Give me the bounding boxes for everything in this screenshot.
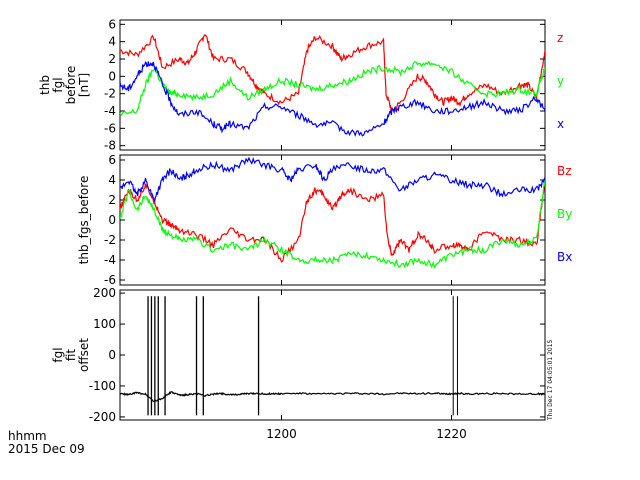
footer-time-unit: hhmm (8, 429, 47, 443)
panel-middle-yticks: 6 4 2 0 -2 -4 -6 (104, 153, 545, 287)
panel-middle-series (120, 156, 545, 269)
ytick-label-bottom-1: 100 (93, 317, 116, 331)
panel-bottom-frame (119, 289, 546, 421)
ytick-label-bottom-4: -200 (89, 410, 116, 424)
panel-bottom-yticks: 200 100 0 -100 -200 (89, 286, 545, 424)
panel-middle-ylabel: thb_fgs_before (77, 176, 91, 265)
ylabel-bottom-line-1: fit (64, 349, 78, 362)
legend-top-y: y (557, 74, 564, 88)
xtick-label-1: 1220 (436, 427, 467, 441)
footer-date: 2015 Dec 09 (8, 442, 85, 456)
series-middle-Bz (120, 179, 545, 263)
ytick-label-bottom-2: 0 (108, 348, 116, 362)
panel-bottom: fgl fit offset 200 100 0 -100 -200 (51, 286, 546, 424)
ytick-label-middle-1: 4 (108, 173, 116, 187)
legend-middle-Bz: Bz (557, 164, 572, 178)
ylabel-top-line-0: thb (38, 75, 52, 95)
panel-top-ylabel: thb fgl before [nT] (38, 66, 91, 105)
ytick-label-top-1: 4 (108, 35, 116, 49)
ylabel-top-line-3: [nT] (77, 73, 91, 97)
ylabel-bottom-line-2: offset (77, 338, 91, 372)
ytick-label-middle-0: 6 (108, 153, 116, 167)
ytick-label-middle-3: 0 (108, 213, 116, 227)
panel-bottom-series (120, 296, 545, 416)
ylabel-bottom-line-0: fgl (51, 347, 65, 362)
ytick-label-middle-6: -6 (104, 273, 116, 287)
ylabel-top-line-1: fgl (51, 77, 65, 92)
panel-top-legend: z y x (557, 31, 564, 131)
ytick-label-top-5: -4 (104, 104, 116, 118)
legend-top-z: z (557, 31, 563, 45)
legend-middle-By: By (557, 207, 572, 221)
legend-top-x: x (557, 117, 564, 131)
ytick-label-top-0: 6 (108, 17, 116, 31)
series-top-y (120, 60, 545, 117)
ytick-label-top-4: -2 (104, 87, 116, 101)
ytick-label-middle-2: 2 (108, 193, 116, 207)
series-middle-Bx (120, 156, 545, 203)
panel-top-series (120, 34, 545, 137)
x-axis: 1200 1220 (266, 20, 467, 441)
panel-top-frame (119, 19, 546, 151)
ytick-label-top-2: 2 (108, 52, 116, 66)
series-bottom-offset (120, 391, 545, 403)
series-middle-By (120, 179, 545, 269)
ytick-label-bottom-3: -100 (89, 379, 116, 393)
ytick-label-middle-4: -2 (104, 233, 116, 247)
panel-middle-legend: Bz By Bx (557, 164, 572, 264)
series-top-x (120, 61, 545, 137)
ytick-label-top-7: -8 (104, 139, 116, 153)
panel-top-yticks: 6 4 2 0 -2 -4 -6 -8 (104, 17, 545, 153)
ylabel-top-line-2: before (64, 66, 78, 105)
ytick-label-bottom-0: 200 (93, 286, 116, 300)
xtick-label-0: 1200 (266, 427, 297, 441)
panel-top: thb fgl before [nT] 6 4 2 0 -2 -4 -6 -8 z y x (38, 17, 564, 152)
series-top-z (120, 34, 545, 112)
ylabel-middle-line-0: thb_fgs_before (77, 176, 91, 265)
timestamp-vertical: Thu Dec 17 04:05:01 2015 (547, 339, 554, 421)
ytick-label-top-3: 0 (108, 69, 116, 83)
panel-middle: thb_fgs_before 6 4 2 0 -2 -4 -6 Bz By Bx (77, 153, 572, 287)
legend-middle-Bx: Bx (557, 250, 572, 264)
ytick-label-top-6: -6 (104, 121, 116, 135)
panel-bottom-ylabel: fgl fit offset (51, 338, 91, 372)
ytick-label-middle-5: -4 (104, 253, 116, 267)
